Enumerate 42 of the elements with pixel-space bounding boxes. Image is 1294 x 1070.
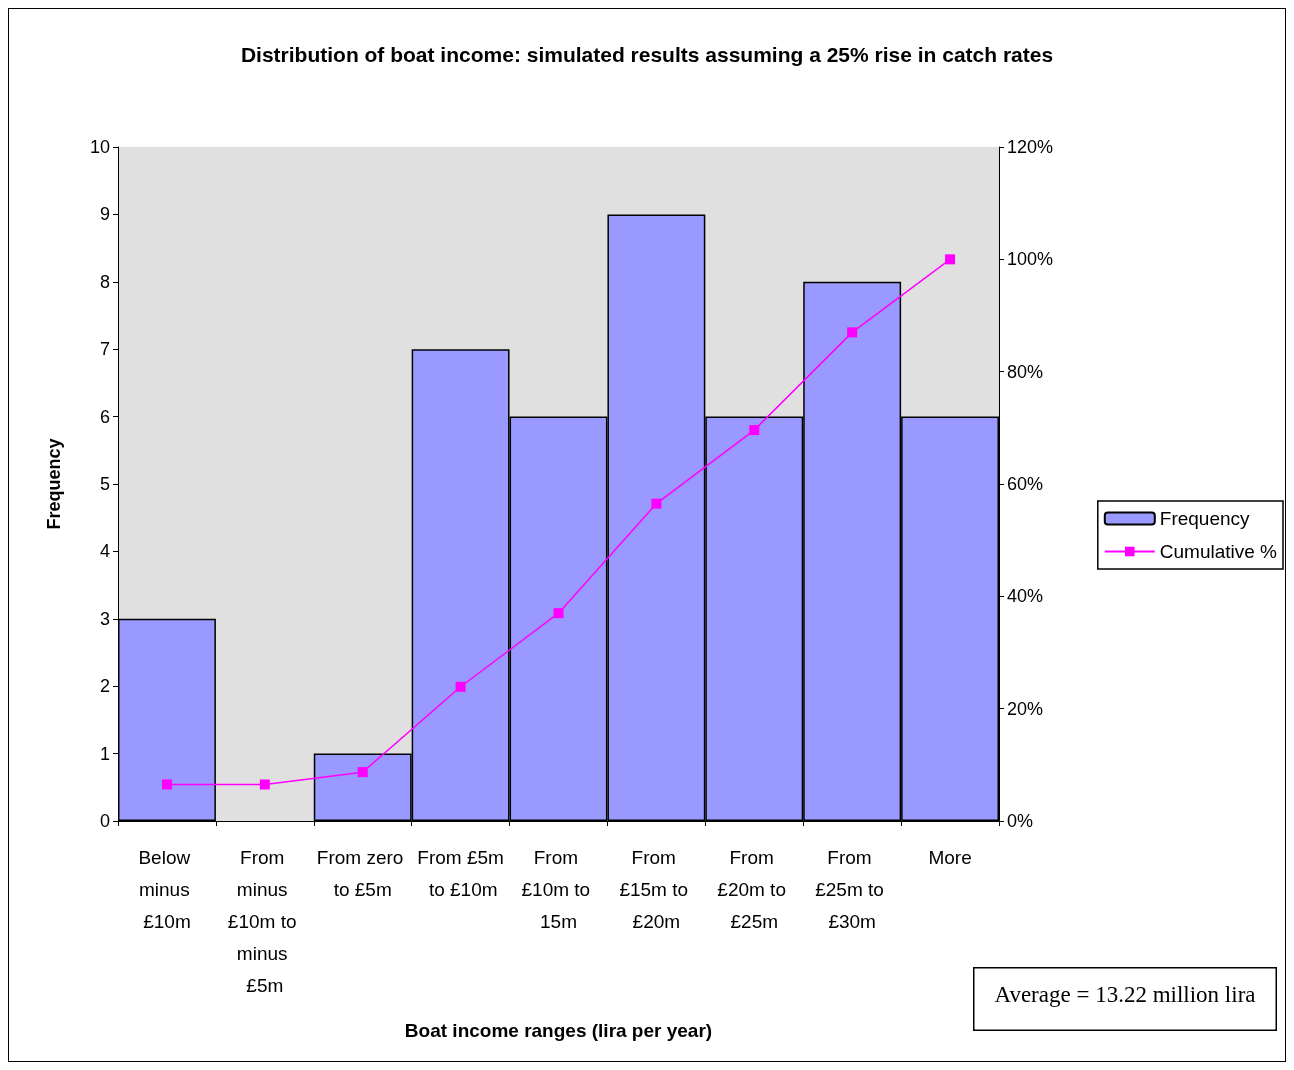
y2-tick-label: 40% — [1007, 586, 1044, 607]
y2-tick-label: 20% — [1007, 698, 1044, 719]
x-tick-label: From £25m to £30m — [815, 846, 890, 932]
x-tick-label: From minus £10m to minus £5m — [227, 846, 302, 996]
y2-tick-label: 60% — [1007, 474, 1044, 494]
x-tick-label: From £10m to 15m — [521, 846, 596, 932]
x-tick-label: From £15m to £20m — [619, 846, 694, 932]
y-axis-title: Frequency — [44, 438, 64, 530]
y2-tick-label: 120% — [1007, 137, 1054, 157]
point — [945, 254, 956, 265]
x-axis-title: Boat income ranges (lira per year) — [404, 1020, 713, 1041]
y2-tick-label: 0% — [1007, 811, 1034, 831]
y-tick-label: 0 — [99, 811, 110, 831]
x-tick-label: From £5m to £10m — [417, 846, 504, 900]
x-tick-label: More — [928, 846, 972, 868]
x-tick-label: From £20m to £25m — [717, 846, 792, 932]
point — [357, 767, 368, 778]
legend-label: Frequency — [1159, 508, 1251, 529]
y-tick-label: 10 — [89, 137, 110, 157]
y-tick-label: 7 — [99, 339, 110, 360]
y-tick-label: 1 — [99, 743, 110, 764]
y-tick-label: 2 — [99, 676, 110, 697]
point — [161, 779, 172, 790]
point — [749, 425, 760, 436]
point — [455, 681, 466, 692]
x-tick-label: From zero to £5m — [316, 846, 409, 900]
y2-tick-label: 100% — [1007, 249, 1054, 270]
y-tick-label: 6 — [99, 406, 110, 427]
x-tick-label: Below minus £10m — [138, 846, 196, 932]
point — [651, 498, 662, 509]
point — [553, 608, 564, 619]
text: Average = 13.22 million lira — [994, 981, 1256, 1007]
y-tick-label: 5 — [99, 474, 110, 494]
chart-title: Distribution of boat income: simulated results assuming a 25% rise in catch rates — [240, 43, 1054, 66]
y-tick-label: 3 — [99, 608, 110, 629]
legend-label: Cumulative % — [1159, 541, 1278, 562]
y-tick-label: 4 — [99, 541, 110, 562]
y-tick-label: 8 — [99, 271, 110, 292]
point — [847, 327, 858, 338]
point — [259, 779, 270, 790]
y2-tick-label: 80% — [1007, 361, 1044, 382]
y-tick-label: 9 — [99, 204, 110, 225]
